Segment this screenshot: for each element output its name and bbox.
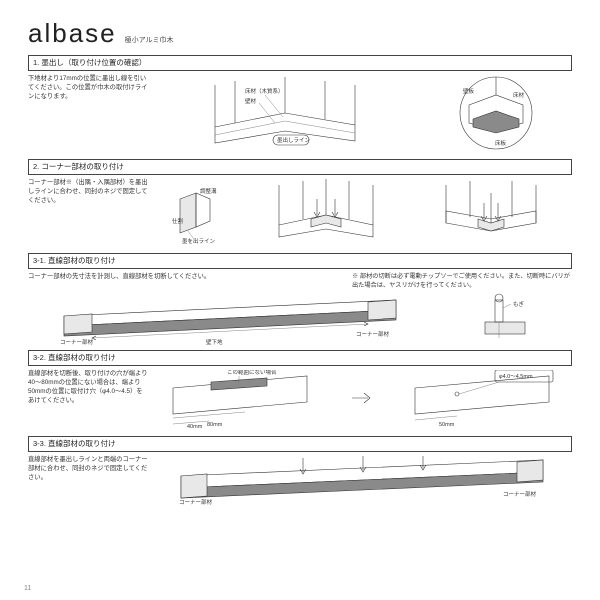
label-range: この範囲にない場合 [227,370,277,376]
label-phi: φ4.0～4.5mm [499,374,533,380]
page-number: 11 [24,585,31,592]
label-wallbase: 壁下地 [206,338,223,346]
label-mogi: もぎ [513,300,525,308]
fig-3-1-long: コーナー部材 壁下地 コーナー部材 [56,292,406,346]
fig-2-outside [426,179,556,247]
section-3-2-figures: 80mm 40mm この範囲にない場合 50mm φ4.0～4.5mm [154,370,572,430]
fig-3-2-after: 50mm φ4.0～4.5mm [409,370,559,430]
section-3-3-desc: 直線部材を墨出しラインと両端のコーナー部材に合わせ、同封のネジで固定してください… [28,456,148,482]
label-floor2: 床材 [513,91,525,99]
section-3-2: 3-2. 直線部材の取り付け 直線部材を切断後、取り付けの穴が端より40～80m… [28,350,572,432]
label-corner-r: コーナー部材 [356,330,390,338]
section-3-1-note: ※ 部材の切断は必ず電動チップソーでご使用ください。また、切断時にバリが出た場合… [352,273,572,290]
fig-3-3: コーナー部材 コーナー部材 [173,456,553,506]
section-2: 2. コーナー部材の取り付け コーナー部材※（出隅・入隅部材）を墨出しラインに合… [28,159,572,249]
fig-2-inside [261,179,391,247]
label-sumidashi: 墨出しライン [277,136,311,144]
label-floor: 床材（木質系） [245,87,284,95]
label-80mm: 80mm [207,422,223,428]
section-3-2-header: 3-2. 直線部材の取り付け [28,350,572,366]
label-floorboard: 床板 [495,139,507,147]
fig-1-corner: 墨出しライン 床材（木質系） 壁材 [185,75,385,153]
label-wall: 壁材 [245,97,257,105]
section-3-3-figures: コーナー部材 コーナー部材 [154,456,572,506]
brand-title: albase [28,18,117,49]
section-3-1-desc: コーナー部材の先寸法を計測し、直線部材を切断してください。 [28,273,210,290]
label-40mm: 40mm [187,424,203,430]
section-1-figures: 墨出しライン 床材（木質系） 壁材 壁板 床材 床板 [154,75,572,153]
section-2-header: 2. コーナー部材の取り付け [28,159,572,175]
label-wallboard: 壁板 [463,87,475,95]
section-3-2-desc: 直線部材を切断後、取り付けの穴が端より40～80mmの位置にない場合は、端より5… [28,370,148,405]
section-1: 1. 墨出し（取り付け位置の確認） 下地材より17mmの位置に墨出し線を引いてく… [28,55,572,155]
label-corner-r2: コーナー部材 [503,490,537,498]
section-2-figures: 仕割 調整溝 墨を出ライン [154,179,572,247]
section-3-1-figures: コーナー部材 壁下地 コーナー部材 もぎ [28,292,572,346]
section-2-desc: コーナー部材※（出隅・入隅部材）を墨出しラインに合わせ、同封のネジで固定してくだ… [28,179,148,205]
fig-3-1-saw: もぎ [465,292,545,346]
arrow-icon [348,370,378,430]
fig-2-profile: 仕割 調整溝 墨を出ライン [170,179,226,247]
section-1-header: 1. 墨出し（取り付け位置の確認） [28,55,572,71]
section-3-1: 3-1. 直線部材の取り付け コーナー部材の先寸法を計測し、直線部材を切断してく… [28,253,572,346]
fig-3-2-before: 80mm 40mm この範囲にない場合 [167,370,317,430]
section-1-desc: 下地材より17mmの位置に墨出し線を引いてください。この位置が巾木の取付けライン… [28,75,148,101]
subtitle: 極小アルミ巾木 [125,35,174,45]
label-sumi2: 墨を出ライン [182,237,216,245]
label-corner-l: コーナー部材 [60,338,94,346]
label-adjust: 調整溝 [200,187,217,195]
section-3-3: 3-3. 直線部材の取り付け 直線部材を墨出しラインと両端のコーナー部材に合わせ… [28,436,572,508]
label-50mm: 50mm [439,422,455,428]
section-3-3-header: 3-3. 直線部材の取り付け [28,436,572,452]
section-3-1-header: 3-1. 直線部材の取り付け [28,253,572,269]
label-corner-l2: コーナー部材 [179,498,213,506]
fig-1-detail: 壁板 床材 床板 [451,75,541,153]
label-shiwari: 仕割 [172,217,184,225]
